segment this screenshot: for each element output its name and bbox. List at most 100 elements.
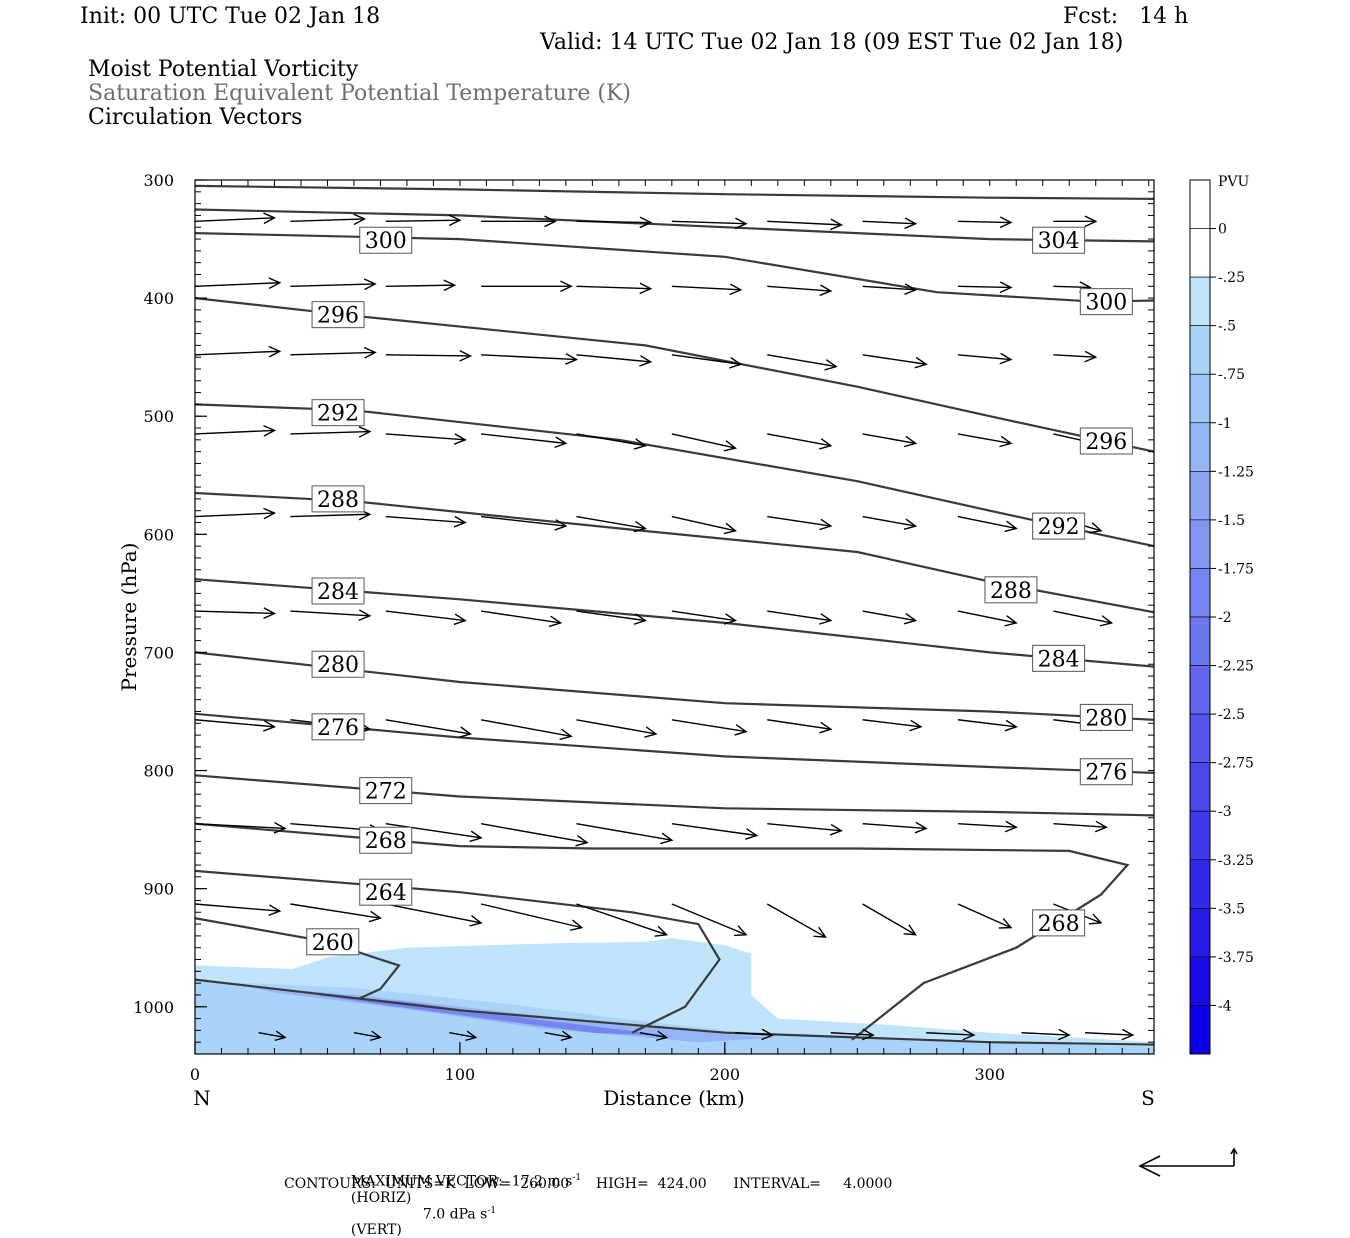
x-end-label-north: N [193, 1086, 211, 1110]
vector-head [639, 282, 653, 295]
vector-shaft [576, 515, 646, 530]
vector-head [655, 1030, 669, 1042]
circulation-vector [862, 217, 918, 230]
contour-label-box-5 [311, 399, 365, 427]
circulation-vector [385, 349, 473, 362]
vector-shaft [481, 354, 577, 361]
circulation-vector [195, 277, 282, 290]
circulation-vector [862, 283, 918, 295]
circulation-vector [957, 352, 1013, 365]
circulation-vector [1085, 1028, 1135, 1041]
circulation-vector [957, 719, 1018, 732]
y-tick-label: 800 [143, 762, 174, 781]
vector-shaft [385, 433, 466, 441]
contour-label-284: 284 [317, 580, 359, 605]
circulation-vector [862, 354, 928, 369]
vector-head [469, 830, 483, 843]
vector-shaft [576, 433, 646, 447]
max-vector-vert-label: 7.0 dPa s [422, 1206, 488, 1223]
colorbar-swatch [1189, 908, 1211, 958]
reference-vector [1138, 1147, 1238, 1177]
vector-shaft [766, 903, 826, 938]
circulation-vector [576, 216, 653, 229]
vector-shaft [195, 282, 280, 287]
contour-label-280: 280 [317, 653, 359, 678]
contour-label-268: 268 [365, 829, 407, 854]
circulation-vector [385, 515, 467, 528]
circulation-vector [481, 610, 563, 628]
vector-shaft [671, 515, 736, 532]
theta-es-contour-260-12 [195, 917, 401, 1000]
vector-head [559, 728, 573, 741]
vector-shaft [767, 719, 831, 730]
circulation-vector [767, 354, 838, 371]
vector-head [914, 821, 928, 834]
circulation-vector [862, 719, 923, 732]
colorbar-level-label: -1 [1218, 416, 1232, 432]
x-tick-label: 300 [974, 1065, 1005, 1084]
theta-es-contour-268-10 [195, 822, 1130, 1041]
vector-head [903, 612, 918, 625]
colorbar-level-label: -.75 [1218, 367, 1245, 383]
vector-head [829, 823, 843, 836]
colorbar-swatch [1189, 713, 1211, 763]
vector-head [273, 822, 287, 834]
theta-es-contour-276-8 [195, 712, 1154, 774]
vector-shaft [290, 903, 381, 919]
contour-label-260: 260 [312, 931, 354, 956]
vector-shaft [290, 513, 370, 518]
circulation-vector [290, 609, 372, 622]
contour-label-box-2 [1079, 288, 1133, 316]
vector-head [999, 281, 1013, 294]
circulation-vector [195, 822, 287, 834]
contour-label-box-9 [311, 577, 365, 605]
vector-shaft [195, 217, 275, 223]
contour-label-box-8 [984, 576, 1038, 604]
vector-head [1121, 1028, 1135, 1041]
vector-shaft [862, 220, 916, 225]
circulation-vector [957, 216, 1013, 229]
vector-shaft [290, 430, 370, 435]
theta-es-contour-264-11 [195, 869, 721, 1034]
circulation-vector [481, 353, 579, 365]
vector-shaft [735, 1032, 773, 1036]
vector-head [1094, 820, 1108, 833]
vector-shaft [480, 823, 588, 844]
vector-shaft [481, 515, 566, 527]
contour-label-296: 296 [317, 304, 359, 329]
circulation-vector [767, 218, 844, 231]
x-tick-label: 0 [190, 1065, 200, 1084]
circulation-vector [576, 515, 647, 533]
vector-shaft [957, 610, 1017, 624]
circulation-vector [1053, 820, 1108, 833]
forecast-hour: Fcst: 14 h [1063, 4, 1189, 29]
vector-shaft [862, 433, 916, 445]
vector-head [999, 352, 1013, 365]
vector-shaft [290, 283, 376, 287]
circulation-vector [576, 282, 653, 295]
vector-head [999, 435, 1013, 448]
vector-head [1004, 820, 1018, 833]
contour-label-292: 292 [317, 402, 359, 427]
vector-head [448, 214, 462, 227]
circulation-vector [385, 279, 457, 292]
circulation-vector [671, 610, 738, 625]
circulation-vector [481, 215, 557, 228]
colorbar-swatch [1189, 519, 1211, 569]
circulation-vector [353, 1030, 383, 1042]
vector-head [554, 436, 568, 449]
max-vector-horiz-suffix: (HORIZ) [350, 1189, 412, 1206]
vector-head [903, 435, 918, 448]
vector-head [654, 925, 669, 937]
colorbar-swatch [1189, 762, 1211, 812]
theta-es-contour-300-2 [195, 232, 1154, 303]
vector-head [639, 355, 653, 367]
vector-head [819, 284, 833, 297]
max-vector-vert-suffix: (VERT) [350, 1222, 402, 1238]
colorbar-swatch [1189, 810, 1211, 861]
vector-head [824, 359, 838, 371]
vector-head [1088, 913, 1103, 925]
theta-es-contour-304-0 [195, 184, 1154, 200]
contour-label-box-6 [1032, 512, 1086, 540]
circulation-vector [1053, 610, 1114, 627]
